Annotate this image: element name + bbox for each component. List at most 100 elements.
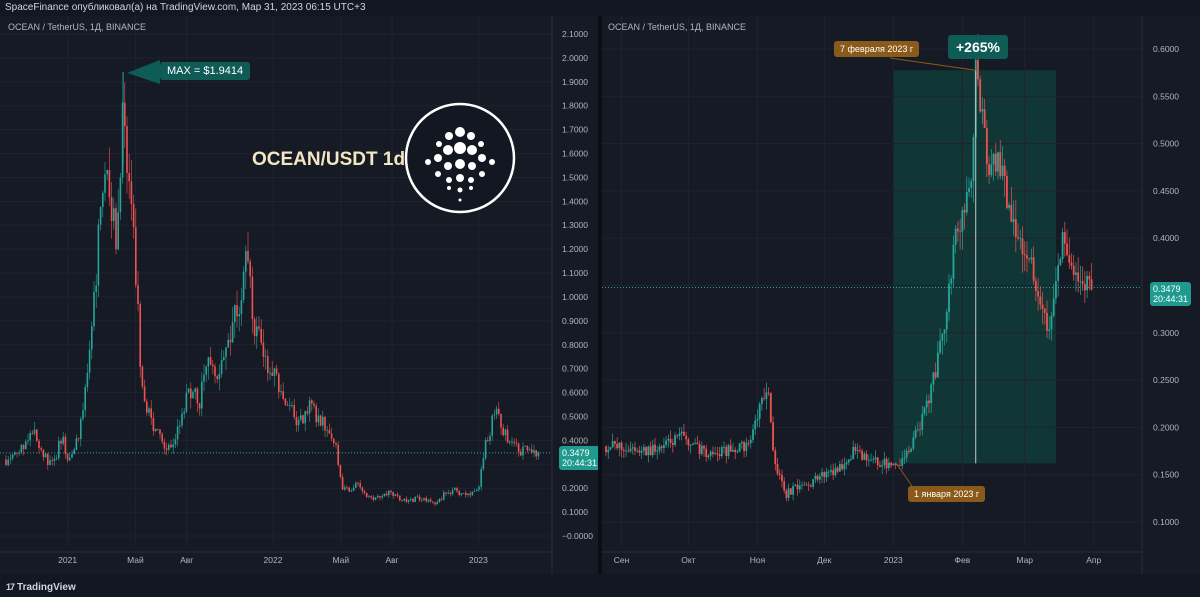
y-tick-label: 0.4000 <box>562 435 588 445</box>
tradingview-brand: TradingView <box>17 582 76 593</box>
candle-body <box>977 59 979 80</box>
candle-body <box>330 433 333 439</box>
candle-body <box>526 445 529 451</box>
candle-body <box>674 435 676 445</box>
symbol-label-right: OCEAN / TetherUS, 1Д, BINANCE <box>608 22 746 32</box>
chart-right-svg[interactable]: 0.60000.55000.50000.45000.40000.35000.30… <box>602 16 1200 574</box>
candle-body <box>370 496 372 498</box>
candle-body <box>106 170 108 175</box>
candle-body <box>841 464 843 470</box>
candle-body <box>423 497 425 500</box>
candle-body <box>881 465 884 467</box>
candle-body <box>879 465 881 467</box>
candle-body <box>814 475 817 480</box>
candle-body <box>925 400 928 408</box>
candle-body <box>185 392 188 412</box>
candle-body <box>783 481 786 491</box>
y-tick-label: 1.6000 <box>562 149 588 159</box>
candle-body <box>414 496 416 503</box>
candle-body <box>609 447 612 450</box>
max-callout: MAX = $1.9414 <box>160 62 251 80</box>
candle-body <box>876 457 879 466</box>
candle-body <box>1039 296 1042 305</box>
candle-body <box>9 458 12 460</box>
candle-body <box>1081 281 1084 285</box>
candle-body <box>280 391 282 393</box>
candle-body <box>979 79 982 112</box>
candle-body <box>86 372 89 388</box>
candle-body <box>810 485 812 487</box>
candle-body <box>1048 329 1051 331</box>
candle-body <box>663 445 665 449</box>
candle-body <box>392 492 394 496</box>
candle-body <box>286 404 289 406</box>
candle-body <box>220 360 223 374</box>
candle-body <box>1008 204 1011 208</box>
candle-body <box>658 446 661 451</box>
candle-body <box>324 416 326 431</box>
candle-body <box>620 442 623 451</box>
x-tick-label: Сен <box>614 555 630 565</box>
candle-body <box>1021 238 1024 255</box>
candle-body <box>438 499 441 503</box>
candle-body <box>253 319 256 337</box>
candle-body <box>421 499 423 501</box>
candle-body <box>242 271 245 301</box>
candle-body <box>763 398 766 399</box>
start-date-pointer <box>895 463 913 487</box>
candle-body <box>634 447 636 452</box>
candle-body <box>31 433 34 434</box>
candle-body <box>618 442 621 449</box>
candle-body <box>631 447 634 449</box>
candle-body <box>480 469 482 487</box>
chart-left-svg[interactable]: 2.1000 2.0000 1.9000 1.8000 1.7000 1.6000 1.50… <box>0 16 598 574</box>
logo-dot <box>444 162 452 170</box>
logo-dot <box>434 154 442 162</box>
candle-body <box>939 340 941 353</box>
candle-body <box>1001 165 1004 177</box>
candle-body <box>425 497 427 502</box>
candle-body <box>758 404 761 419</box>
candle-body <box>29 433 31 441</box>
candle-body <box>625 450 627 452</box>
candle-body <box>685 435 688 440</box>
candle-body <box>337 444 339 465</box>
candle-body <box>825 471 828 478</box>
candle-body <box>341 476 344 490</box>
candle-body <box>932 372 935 385</box>
candle-body <box>1061 232 1064 259</box>
logo-dot <box>467 132 475 140</box>
chart-panel-left[interactable]: 2.1000 2.0000 1.9000 1.8000 1.7000 1.6000 1.50… <box>0 16 598 574</box>
candle-body <box>1037 291 1039 297</box>
candle-body <box>256 326 258 337</box>
candle-body <box>687 439 690 446</box>
candle-body <box>818 476 821 480</box>
candle-body <box>451 490 454 494</box>
candle-body <box>863 453 866 460</box>
x-tick-label: Май <box>127 555 144 565</box>
candle-body <box>236 305 238 317</box>
candle-body <box>892 463 895 466</box>
tradingview-icon: 17 <box>6 582 15 592</box>
candle-body <box>196 388 199 404</box>
candle-body <box>214 366 216 377</box>
candle-body <box>970 181 973 188</box>
candle-body <box>852 446 855 460</box>
candle-body <box>1041 304 1044 309</box>
candle-body <box>636 450 639 452</box>
candle-body <box>401 500 403 501</box>
candle-body <box>289 405 291 406</box>
candle-body <box>383 493 386 497</box>
candle-body <box>936 352 939 378</box>
chart-panel-right[interactable]: 0.60000.55000.50000.45000.40000.35000.30… <box>602 16 1200 574</box>
candle-body <box>198 403 201 409</box>
y-tick-label: 1.4000 <box>562 196 588 206</box>
y-tick-label: 1.8000 <box>562 101 588 111</box>
candle-body <box>515 442 518 444</box>
candle-body <box>172 444 174 448</box>
candle-body <box>999 152 1002 177</box>
candle-body <box>676 435 679 437</box>
candle-body <box>874 457 877 460</box>
candle-body <box>504 429 507 436</box>
candle-body <box>1072 265 1075 275</box>
